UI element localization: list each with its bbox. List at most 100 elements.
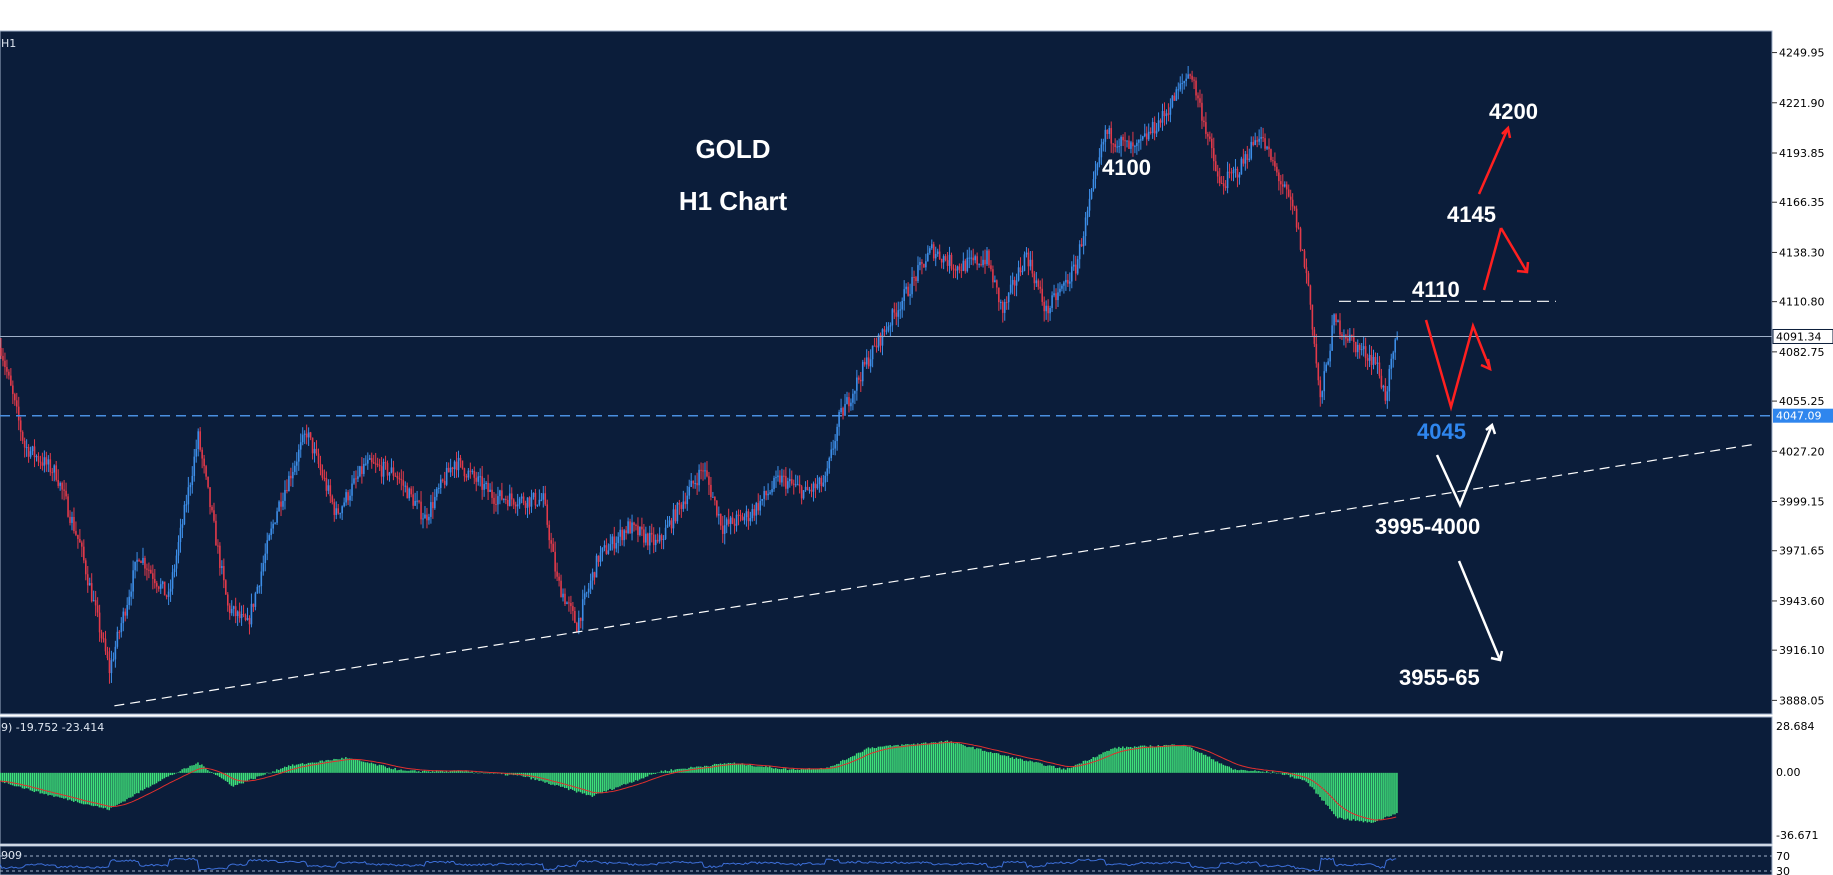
macd-bar — [1248, 771, 1250, 773]
candle-body — [1333, 314, 1335, 326]
candle — [948, 246, 951, 274]
candle — [1295, 205, 1298, 232]
candle-body — [1260, 137, 1262, 139]
candle-body — [938, 251, 941, 259]
candle — [514, 501, 517, 514]
candle — [1205, 112, 1207, 139]
candle-body — [386, 463, 389, 476]
candle-body — [272, 523, 274, 529]
candle-body — [1329, 350, 1331, 362]
candle-body — [1055, 293, 1057, 301]
macd-bar — [230, 772, 233, 786]
macd-bar — [907, 744, 909, 773]
candle-body — [1299, 228, 1302, 250]
candle — [96, 597, 99, 618]
candle — [595, 553, 598, 578]
macd-bar — [1204, 754, 1207, 773]
candle — [138, 558, 140, 563]
candle — [441, 478, 444, 483]
candle-body — [1169, 107, 1172, 115]
macd-bar — [1088, 760, 1091, 773]
candle — [1019, 257, 1022, 277]
candle-body — [0, 347, 2, 356]
macd-bar — [867, 747, 870, 773]
candle — [1128, 135, 1130, 149]
macd-bar — [1258, 771, 1260, 773]
candle — [802, 490, 805, 500]
candle — [301, 427, 304, 446]
label-4145: 4145 — [1447, 202, 1496, 227]
macd-bar — [668, 771, 671, 773]
candle-body — [315, 448, 318, 454]
candle — [1049, 305, 1051, 321]
candle — [710, 476, 712, 501]
candle — [1151, 117, 1154, 139]
candle — [548, 520, 551, 549]
macd-bar — [889, 745, 891, 773]
candle — [359, 465, 361, 478]
macd-bar — [1080, 763, 1083, 773]
macd-bar — [806, 768, 809, 773]
macd-bar — [1025, 760, 1027, 773]
macd-bar — [345, 757, 347, 773]
candle — [508, 484, 511, 507]
candle — [357, 465, 359, 483]
candle — [688, 479, 691, 500]
candle-body — [757, 503, 760, 511]
candle-body — [1165, 113, 1168, 117]
candle — [733, 518, 736, 534]
candle-body — [1031, 259, 1034, 274]
candle-body — [341, 506, 343, 514]
macd-bar — [918, 744, 921, 773]
candle-body — [903, 289, 905, 301]
candle-body — [1232, 169, 1235, 174]
candle — [1256, 136, 1258, 148]
macd-bar — [1366, 772, 1369, 823]
candle-body — [585, 592, 588, 594]
macd-bar — [15, 772, 18, 787]
candle-body — [871, 345, 874, 360]
candle — [647, 532, 649, 551]
candle — [422, 512, 424, 529]
candle-body — [1307, 273, 1310, 286]
macd-bar — [404, 770, 406, 773]
macd-bar — [1364, 772, 1367, 822]
macd-bar — [212, 772, 215, 774]
candle — [810, 483, 813, 498]
candle-body — [804, 486, 807, 491]
candle-body — [1177, 89, 1180, 91]
macd-bar — [266, 772, 268, 774]
macd-bar — [236, 772, 239, 785]
candle — [566, 601, 568, 605]
macd-bar — [794, 769, 797, 773]
macd-bar — [826, 767, 828, 773]
macd-bar — [463, 771, 465, 773]
macd-bar — [1151, 746, 1154, 773]
candle-body — [1183, 81, 1185, 84]
candle — [343, 497, 345, 508]
candle-body — [1114, 144, 1116, 148]
candle-body — [299, 442, 302, 450]
candle-body — [867, 357, 870, 367]
macd-bar — [743, 764, 745, 773]
candle-body — [120, 623, 123, 633]
candle-body — [420, 501, 422, 520]
candle — [451, 466, 454, 476]
candle — [773, 475, 775, 492]
bearish-path-arrows — [1435, 422, 1504, 662]
candle — [723, 515, 726, 545]
candle — [232, 605, 235, 617]
candle-body — [810, 489, 813, 492]
candle — [209, 487, 211, 515]
candle-body — [1155, 130, 1158, 134]
candle-body — [753, 509, 756, 516]
candle-body — [1013, 279, 1016, 286]
candle — [1130, 140, 1132, 154]
candle-body — [919, 262, 921, 266]
macd-bar — [1329, 772, 1331, 810]
candle-body — [368, 458, 371, 460]
candle — [260, 562, 263, 594]
candle-body — [814, 483, 817, 489]
candle-body — [1021, 270, 1024, 273]
candle — [818, 476, 821, 493]
